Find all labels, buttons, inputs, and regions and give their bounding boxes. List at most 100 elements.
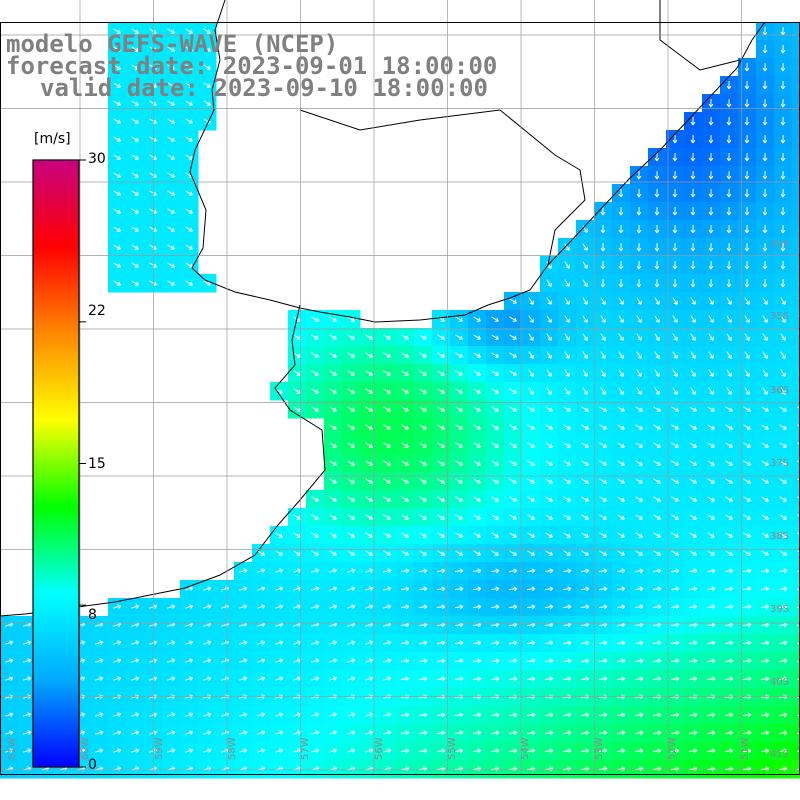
wind-arrow bbox=[508, 748, 518, 754]
wind-arrow bbox=[707, 406, 715, 412]
wind-arrow bbox=[545, 550, 553, 556]
wind-arrow bbox=[329, 478, 337, 484]
wind-arrow bbox=[654, 188, 660, 198]
wind-arrow bbox=[400, 604, 410, 610]
wind-arrow bbox=[725, 478, 733, 484]
wind-arrow bbox=[383, 406, 391, 412]
wind-arrow bbox=[598, 712, 608, 718]
wind-arrow bbox=[762, 297, 768, 305]
wind-arrow bbox=[509, 478, 517, 484]
wind-arrow bbox=[131, 28, 139, 34]
wind-arrow bbox=[672, 278, 678, 288]
wind-arrow bbox=[707, 514, 715, 520]
wind-arrow bbox=[167, 712, 176, 717]
wind-arrow bbox=[652, 676, 662, 682]
wind-arrow bbox=[418, 640, 428, 646]
wind-arrow bbox=[726, 369, 732, 377]
wind-arrow bbox=[365, 568, 374, 573]
wind-arrow bbox=[744, 134, 750, 144]
wind-arrow bbox=[436, 676, 446, 682]
wind-arrow bbox=[762, 116, 768, 126]
wind-arrow bbox=[113, 208, 121, 214]
wind-arrow bbox=[635, 514, 643, 520]
wind-arrow bbox=[311, 388, 319, 394]
wind-arrow bbox=[509, 460, 517, 466]
wind-arrow bbox=[779, 514, 787, 520]
wind-arrow bbox=[437, 514, 445, 520]
wind-arrow bbox=[563, 496, 571, 502]
wind-arrow bbox=[23, 730, 32, 735]
wind-arrow bbox=[275, 532, 283, 538]
wind-arrow bbox=[670, 748, 680, 754]
wind-cell bbox=[792, 364, 800, 383]
wind-arrow bbox=[725, 514, 733, 520]
lat-label: 39S bbox=[770, 604, 789, 615]
wind-arrow bbox=[472, 640, 482, 646]
wind-arrow bbox=[742, 766, 752, 772]
wind-arrow bbox=[743, 514, 751, 520]
wind-arrow bbox=[796, 732, 800, 735]
wind-arrow bbox=[779, 532, 787, 538]
wind-arrow bbox=[707, 478, 715, 484]
lon-label: 56W bbox=[374, 737, 385, 760]
wind-arrow bbox=[95, 676, 104, 681]
wind-arrow bbox=[580, 658, 590, 664]
wind-arrow bbox=[616, 730, 626, 736]
wind-arrow bbox=[599, 406, 607, 412]
wind-arrow bbox=[418, 604, 428, 610]
wind-arrow bbox=[618, 297, 624, 305]
wind-arrow bbox=[724, 712, 734, 718]
wind-arrow bbox=[707, 460, 715, 466]
wind-arrow bbox=[419, 532, 427, 538]
wind-arrow bbox=[113, 604, 122, 609]
wind-arrow bbox=[582, 279, 588, 287]
wind-arrow bbox=[582, 351, 588, 359]
wind-arrow bbox=[383, 532, 391, 538]
wind-arrow bbox=[706, 658, 716, 664]
wind-arrow bbox=[401, 514, 409, 520]
wind-arrow bbox=[618, 224, 624, 234]
wind-arrow bbox=[761, 496, 769, 502]
wind-arrow bbox=[131, 604, 140, 609]
wind-arrow bbox=[726, 297, 732, 305]
wind-arrow bbox=[744, 278, 750, 288]
wind-arrow bbox=[203, 280, 211, 286]
wind-arrow bbox=[634, 568, 644, 574]
wind-arrow bbox=[671, 496, 679, 502]
wind-arrow bbox=[742, 712, 752, 718]
wind-arrow bbox=[185, 190, 193, 196]
wind-arrow bbox=[257, 604, 266, 609]
wind-arrow bbox=[580, 676, 590, 682]
wind-arrow bbox=[562, 730, 572, 736]
lagoon-shore bbox=[659, 0, 741, 71]
wind-arrow bbox=[672, 297, 678, 305]
wind-arrow bbox=[652, 712, 662, 718]
wind-cell bbox=[792, 94, 800, 113]
wind-arrow bbox=[600, 224, 606, 234]
wind-arrow bbox=[726, 333, 732, 341]
wind-arrow bbox=[779, 478, 787, 484]
wind-arrow bbox=[131, 172, 139, 178]
wind-arrow bbox=[347, 370, 355, 376]
wind-arrow bbox=[454, 712, 464, 718]
wind-cell bbox=[792, 238, 800, 257]
lon-label: 59W bbox=[154, 737, 165, 760]
wind-arrow bbox=[688, 712, 698, 718]
wind-arrow bbox=[778, 730, 788, 736]
wind-arrow bbox=[185, 154, 193, 160]
wind-arrow bbox=[400, 712, 410, 718]
wind-arrow bbox=[544, 766, 554, 772]
wind-arrow bbox=[636, 315, 642, 323]
wind-arrow bbox=[113, 28, 121, 34]
wind-arrow bbox=[527, 550, 535, 556]
wind-arrow bbox=[780, 44, 786, 54]
wind-arrow bbox=[401, 406, 409, 412]
wind-arrow bbox=[509, 532, 517, 538]
wind-arrow bbox=[311, 352, 319, 358]
wind-arrow bbox=[455, 532, 463, 538]
wind-arrow bbox=[401, 424, 409, 430]
wind-arrow bbox=[690, 152, 696, 162]
wind-arrow bbox=[131, 46, 139, 52]
wind-arrow bbox=[508, 604, 518, 610]
